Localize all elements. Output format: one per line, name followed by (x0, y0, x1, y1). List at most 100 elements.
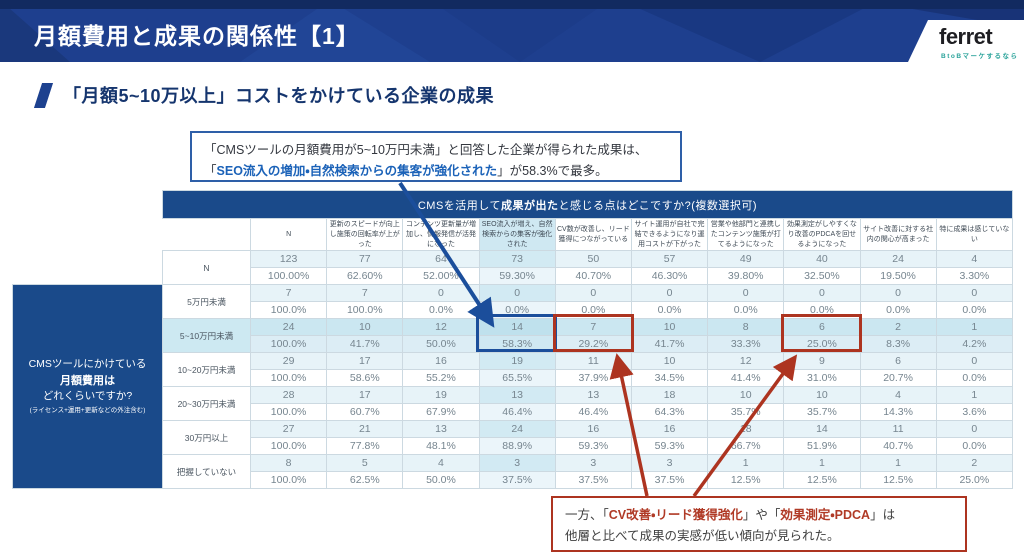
callout-top-line2-pre: 「 (204, 163, 217, 178)
count-cell: 10 (326, 318, 404, 337)
count-cell: 19 (478, 352, 556, 371)
count-cell: 1 (859, 454, 937, 473)
callout-bottom-pre: 一方、「 (565, 508, 609, 522)
count-cell: 123 (249, 250, 328, 269)
highlight-box-cv (553, 314, 634, 352)
callout-bottom-line2-text: 他層と比べて成果の実感が低い傾向が見られた。 (565, 528, 840, 543)
page-header: 月額費用と成果の関係性【1】 ferret BtoBマーケするなら (0, 0, 1024, 62)
count-cell: 1 (707, 454, 785, 473)
section-heading: 「月額5~10万以上」コストをかけている企業の成果 (33, 82, 495, 108)
count-cell: 24 (478, 420, 556, 439)
percent-cell: 37.5% (478, 471, 556, 490)
table-row-count: N 123 77 64 73 50 57 49 40 24 4 (12, 250, 1013, 286)
count-cell: 0 (478, 284, 556, 303)
percent-cell: 65.5% (478, 369, 556, 388)
callout-top-line2: 「SEO流入の増加・自然検索からの集客が強化された」が58.3%で最多。 (204, 161, 668, 182)
cost-question-line1: CMSツールにかけている (28, 358, 147, 371)
count-cell: 1 (935, 386, 1013, 405)
count-cell: 12 (707, 352, 785, 371)
percent-cell: 67.9% (402, 403, 480, 422)
table-question-header: CMSを活用して成果が出たと感じる点はどこですか?(複数選択可) (162, 190, 1013, 219)
percent-cell: 39.80% (707, 267, 785, 286)
percent-cell: 88.9% (478, 437, 556, 456)
callout-top-text: 「CMSツールの月額費用が5~10万円未満」と回答した企業が得られた成果は、 (204, 143, 648, 157)
count-cell: 8 (707, 318, 785, 337)
percent-cell: 25.0% (935, 471, 1013, 490)
count-cell: 3 (478, 454, 556, 473)
header-decoration (0, 0, 1024, 62)
percent-cell: 29.2% (554, 335, 632, 354)
percent-cell: 37.9% (554, 369, 632, 388)
count-cell: 13 (554, 386, 632, 405)
callout-bottom-highlight1: CV改善・リード獲得強化 (608, 508, 743, 522)
percent-cell: 40.70% (554, 267, 632, 286)
void-cell (12, 218, 251, 251)
count-cell: 11 (554, 352, 632, 371)
count-cell: 16 (402, 352, 480, 371)
row-label: 10~20万円未満 (162, 352, 251, 388)
count-cell: 29 (249, 352, 328, 371)
count-cell: 4 (402, 454, 480, 473)
count-cell: 4 (935, 250, 1013, 269)
count-cell: 13 (478, 386, 556, 405)
column-header: CV数が改善し、リード獲得につながっている (554, 217, 632, 252)
count-cell: 27 (249, 420, 328, 439)
count-cell: 14 (783, 420, 861, 439)
cost-question-line3: どれくらいですか? (42, 390, 133, 403)
column-header: N (249, 217, 328, 252)
table-row-count: 把握していない 8 5 4 3 3 3 1 1 1 2 (13, 454, 1013, 490)
percent-cell: 62.5% (326, 471, 404, 490)
cost-question-line4: (ライセンス+運用+更新などの外注含む) (29, 407, 146, 415)
percent-cell: 35.7% (783, 403, 861, 422)
table-question-header-post: と感じる点はどこですか?(複数選択可) (558, 199, 758, 212)
percent-cell: 59.3% (630, 437, 709, 456)
column-header-row: N 更新のスピードが向上し施策の回転率が上がった コンテンツ更新量が増加し、情報発信… (12, 217, 1013, 252)
count-cell: 0 (935, 420, 1013, 439)
table-row-count: 10~20万円未満 29 17 16 19 11 10 12 9 6 0 (13, 352, 1013, 388)
table-row-count: 20~30万円未満 28 17 19 13 13 18 10 10 4 1 (13, 386, 1013, 422)
count-cell: 9 (783, 352, 861, 371)
count-cell: 2 (935, 454, 1013, 473)
percent-cell: 60.7% (326, 403, 404, 422)
count-cell: 21 (326, 420, 404, 439)
percent-cell: 46.30% (630, 267, 709, 286)
count-cell: 0 (630, 284, 709, 303)
column-header: 特に成果は感じていない (935, 217, 1013, 252)
count-cell: 50 (554, 250, 632, 269)
percent-cell: 14.3% (859, 403, 937, 422)
column-header: 効果測定がしやすくなり改善のPDCAを回せるようになった (783, 217, 861, 252)
slash-icon (33, 82, 54, 108)
table-row-percent: 100.0% 62.5% 50.0% 37.5% 37.5% 37.5% 12.5% 12.5… (13, 471, 1013, 490)
table-row-count: 30万円以上 27 21 13 24 16 16 18 14 11 0 (13, 420, 1013, 456)
percent-cell: 0.0% (935, 437, 1013, 456)
table-top-header-row: CMSを活用して成果が出たと感じる点はどこですか?(複数選択可) (12, 190, 1013, 219)
percent-cell: 3.6% (935, 403, 1013, 422)
percent-cell: 66.7% (707, 437, 785, 456)
percent-cell: 100.0% (249, 403, 328, 422)
count-cell: 1 (783, 454, 861, 473)
row-label: 5万円未満 (162, 284, 251, 320)
percent-cell: 59.3% (554, 437, 632, 456)
count-cell: 2 (859, 318, 937, 337)
count-cell: 0 (783, 284, 861, 303)
percent-cell: 100.00% (249, 267, 328, 286)
callout-top-line1: 「CMSツールの月額費用が5~10万円未満」と回答した企業が得られた成果は、 (204, 140, 668, 161)
section-title: 「月額5~10万以上」コストをかけている企業の成果 (63, 86, 495, 106)
count-cell: 10 (783, 386, 861, 405)
count-cell: 0 (402, 284, 480, 303)
column-header: サイト運用が自社で完結できるようになり運用コストが下がった (630, 217, 709, 252)
percent-cell: 0.0% (935, 369, 1013, 388)
percent-cell: 0.0% (707, 301, 785, 320)
count-cell: 13 (402, 420, 480, 439)
count-cell: 64 (402, 250, 480, 269)
count-cell: 0 (707, 284, 785, 303)
void-cell (12, 250, 163, 285)
percent-cell: 0.0% (402, 301, 480, 320)
callout-top-line2-post: 」が58.3%で最多。 (497, 163, 608, 178)
callout-bottom-line2: 他層と比べて成果の実感が低い傾向が見られた。 (565, 526, 953, 547)
percent-cell: 4.2% (935, 335, 1013, 354)
percent-cell: 0.0% (935, 301, 1013, 320)
highlight-box-pdca (781, 314, 862, 352)
count-cell: 8 (249, 454, 328, 473)
